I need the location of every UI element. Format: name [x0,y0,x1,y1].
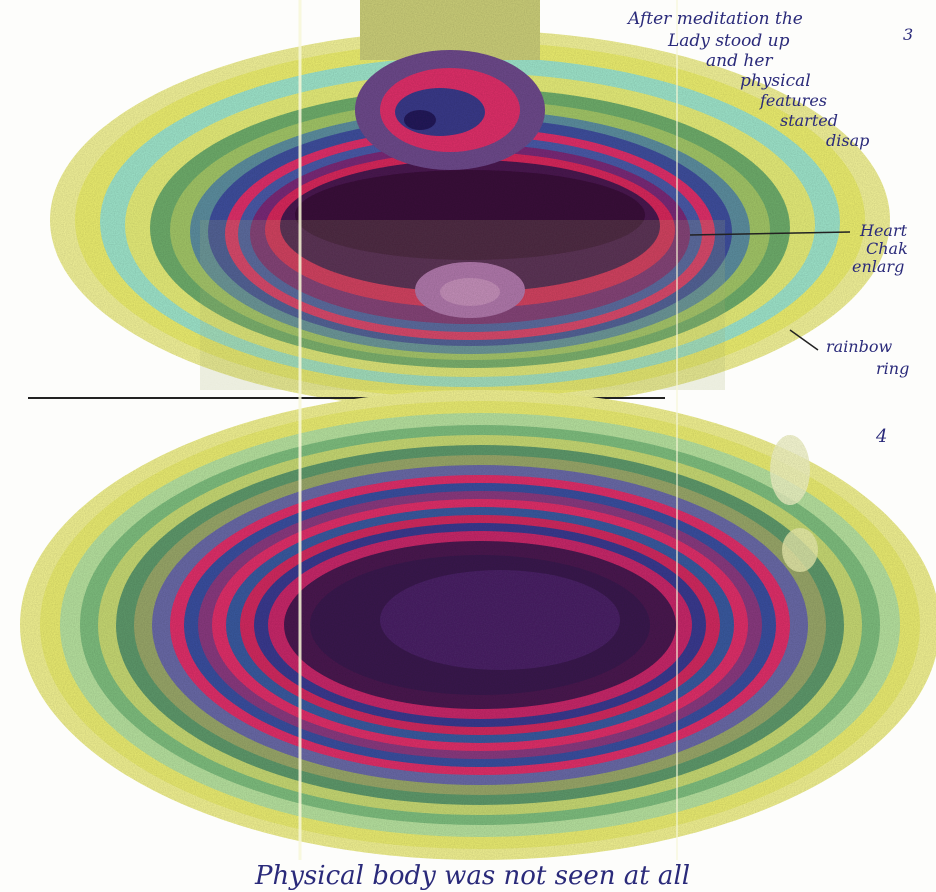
aura-panel-top [50,0,890,410]
annotation-top-right: After meditation the Lady stood up and h… [626,9,913,150]
annotation-line-5: features [759,91,827,110]
aura-panel-bottom [20,390,936,860]
heart-chakra-callout-line [689,231,851,236]
svg-text:ring: ring [876,359,909,378]
panel-number-bottom: 4 [875,426,887,447]
svg-text:enlarg: enlarg [852,257,904,276]
svg-text:Chak: Chak [866,239,908,258]
heart-chakra-label: Heart Chak enlarg [852,221,908,276]
rainbow-ring-label: rainbow ring [826,337,909,378]
svg-text:rainbow: rainbow [826,337,892,356]
svg-text:Heart: Heart [859,221,908,240]
annotation-line-7: disap [826,131,869,150]
annotation-line-1: After meditation the [626,9,803,29]
annotation-line-6: started [780,111,838,130]
rainbow-ring-callout-line [789,329,819,351]
bottom-caption: Physical body was not seen at all [254,861,690,891]
annotation-line-2: Lady stood up [667,31,790,51]
annotation-line-4: physical [740,71,811,91]
panel-number-top: 3 [903,25,913,44]
annotation-line-3: and her [706,51,773,71]
